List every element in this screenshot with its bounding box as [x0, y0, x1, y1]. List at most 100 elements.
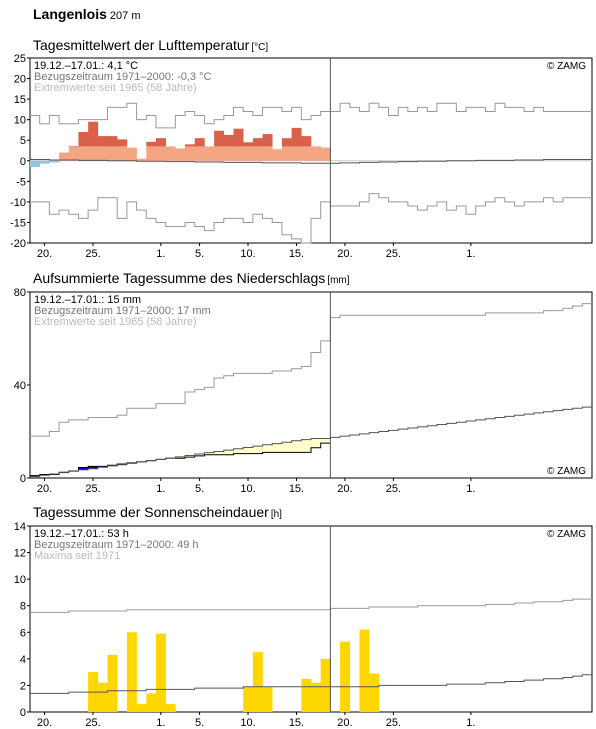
y-tick-label: 25 [14, 53, 26, 65]
sunshine-bar [243, 686, 254, 712]
x-tick-label: 5. [195, 248, 204, 260]
precipitation-title: Aufsummierte Tagessumme des Niederschlag… [33, 270, 326, 286]
temp-bar-warm [233, 146, 244, 161]
sunshine-bar [155, 633, 166, 712]
y-tick-label: 12 [14, 548, 26, 560]
x-tick-label: 15. [289, 248, 304, 260]
temp-bar-warm [88, 146, 99, 161]
y-tick-label: -15 [10, 217, 26, 229]
temp-bar-excess [78, 132, 89, 147]
y-tick-label: 80 [14, 287, 26, 299]
temp-reference-line [30, 159, 592, 164]
temp-bar-warm [272, 149, 283, 161]
temp-bar-excess [97, 136, 108, 147]
x-tick-label: 10. [240, 248, 255, 260]
y-tick-label: 14 [14, 521, 26, 533]
temp-bar-warm [262, 146, 273, 161]
x-tick-label: 10. [240, 717, 255, 729]
x-tick-label: 15. [289, 483, 304, 495]
x-tick-label: 1. [156, 248, 165, 260]
temp-bar-excess [243, 142, 254, 147]
y-tick-label: 15 [14, 94, 26, 106]
sunshine-bar [340, 641, 351, 712]
temp-bar-cold [49, 160, 60, 163]
temp-bar-warm [59, 152, 70, 161]
x-tick-label: 1. [156, 483, 165, 495]
legend-reference: Bezugszeitraum 1971–2000: 17 mm [34, 305, 211, 317]
x-tick-label: 10. [240, 483, 255, 495]
sunshine-bar [165, 704, 176, 712]
x-tick-label: 1. [156, 717, 165, 729]
temp-bar-warm [146, 146, 157, 161]
sunshine-unit: [h] [270, 509, 282, 520]
x-tick-label: 15. [289, 717, 304, 729]
x-tick-label: 25. [85, 248, 100, 260]
temp-bar-excess [291, 127, 302, 147]
y-tick-label: 0 [20, 156, 26, 168]
sunshine-bar [359, 629, 370, 712]
legend-period: 19.12.–17.01.: 15 mm [34, 294, 141, 306]
legend-period: 19.12.–17.01.: 53 h [34, 528, 129, 540]
temp-bar-warm [155, 146, 166, 161]
sunshine-bar [311, 682, 321, 712]
x-tick-label: 20. [37, 248, 52, 260]
temperature-panel-title: Tagesmittelwert der Lufttemperatur [°C] [33, 37, 268, 53]
legend-extremes: Extremwerte seit 1965 (58 Jahre) [34, 316, 197, 328]
y-tick-label: 4 [20, 654, 26, 666]
y-tick-label: 5 [20, 135, 26, 147]
x-tick-label: 20. [337, 717, 352, 729]
x-tick-label: 20. [337, 483, 352, 495]
y-tick-label: 2 [20, 680, 26, 692]
temp-bar-warm [223, 146, 234, 161]
temp-bar-excess [233, 128, 244, 147]
temperature-title: Tagesmittelwert der Lufttemperatur [33, 37, 250, 53]
legend-reference: Bezugszeitraum 1971–2000: 49 h [34, 539, 199, 551]
sunshine-bar [126, 632, 137, 712]
temp-bar-warm [291, 146, 302, 161]
temp-bar-warm [194, 146, 205, 161]
temp-bar-warm [185, 146, 196, 161]
x-tick-label: 20. [37, 483, 52, 495]
precipitation-panel-title: Aufsummierte Tagessumme des Niederschlag… [33, 270, 350, 286]
x-tick-label: 25. [386, 483, 401, 495]
precipitation-unit: [mm] [327, 275, 350, 286]
precip-reference-line [30, 406, 592, 478]
y-tick-label: 40 [14, 380, 26, 392]
temp-bar-excess [214, 130, 225, 147]
copyright: © ZAMG [547, 61, 586, 72]
temp-bar-excess [107, 136, 118, 147]
temp-bar-warm [320, 147, 331, 161]
sunshine-bar [252, 652, 263, 712]
temp-bar-warm [311, 146, 321, 161]
precip-excess-block [78, 467, 89, 470]
precip-excess-block [88, 466, 99, 469]
sunshine-panel-title: Tagessumme der Sonnenscheindauer [h] [33, 504, 282, 520]
temp-bar-warm [301, 146, 312, 161]
x-tick-label: 20. [37, 717, 52, 729]
sunshine-bar [262, 686, 273, 712]
temp-bar-warm [136, 158, 147, 161]
x-tick-label: 25. [85, 483, 100, 495]
temp-bar-warm [97, 146, 108, 161]
temp-bar-excess [194, 138, 205, 147]
x-tick-label: 25. [386, 717, 401, 729]
y-tick-label: -10 [10, 197, 26, 209]
temp-bar-warm [78, 146, 89, 161]
sunshine-bar [369, 673, 380, 712]
temp-bar-warm [68, 146, 79, 161]
x-tick-label: 25. [85, 717, 100, 729]
temp-extreme-max-line [30, 102, 592, 129]
temp-bar-warm [107, 146, 118, 161]
y-tick-label: 20 [14, 74, 26, 86]
sunshine-title: Tagessumme der Sonnenscheindauer [33, 504, 269, 520]
station-name: Langenlois [33, 6, 107, 22]
legend-extremes: Extremwerte seit 1965 (58 Jahre) [34, 82, 197, 94]
temp-bar-warm [214, 146, 225, 161]
x-tick-label: 25. [386, 248, 401, 260]
temp-bar-excess [262, 134, 273, 147]
temp-bar-warm [175, 148, 186, 161]
temp-extreme-min-line [30, 193, 592, 244]
temp-bar-warm [281, 146, 292, 161]
station-altitude: 207 m [109, 10, 141, 22]
sunshine-bar [136, 704, 147, 712]
